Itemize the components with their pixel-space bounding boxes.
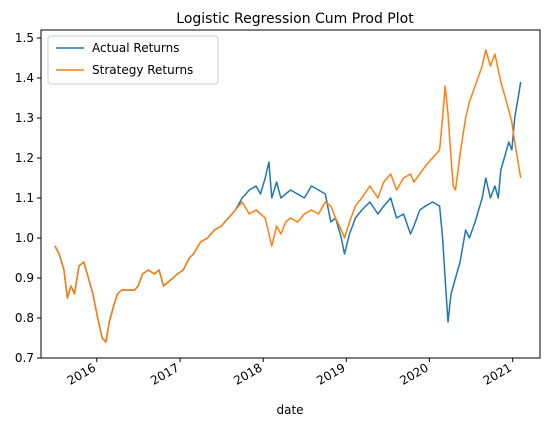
plot-area xyxy=(54,49,522,343)
y-tick-label: 0.7 xyxy=(15,351,34,365)
x-tick-label: 2018 xyxy=(231,360,264,387)
y-tick-label: 0.9 xyxy=(15,271,34,285)
series-line-strategy-returns xyxy=(54,49,522,343)
legend-label: Strategy Returns xyxy=(92,63,193,77)
y-axis: 0.7 0.8 0.9 1.0 1.1 1.2 1.3 1.4 1.5 xyxy=(15,31,41,365)
chart-title: Logistic Regression Cum Prod Plot xyxy=(176,11,414,27)
legend: Actual Returns Strategy Returns xyxy=(47,35,219,85)
x-axis: 2016 2017 2018 2019 2020 2021 xyxy=(65,358,514,388)
legend-box xyxy=(47,35,219,85)
x-tick-label: 2016 xyxy=(65,360,98,387)
x-tick-label: 2020 xyxy=(397,360,430,387)
y-tick-label: 1.5 xyxy=(15,31,34,45)
y-tick-label: 1.2 xyxy=(15,151,34,165)
plot-frame xyxy=(40,29,541,359)
x-tick-label: 2021 xyxy=(481,360,514,387)
y-tick-label: 0.8 xyxy=(15,311,34,325)
series-line-actual-returns xyxy=(54,81,522,343)
x-tick-label: 2017 xyxy=(148,360,181,387)
y-tick-label: 1.4 xyxy=(15,71,34,85)
x-axis-label: date xyxy=(276,403,303,417)
y-tick-label: 1.0 xyxy=(15,231,34,245)
y-tick-label: 1.3 xyxy=(15,111,34,125)
x-tick-label: 2019 xyxy=(314,360,347,387)
y-tick-label: 1.1 xyxy=(15,191,34,205)
legend-label: Actual Returns xyxy=(92,41,179,55)
